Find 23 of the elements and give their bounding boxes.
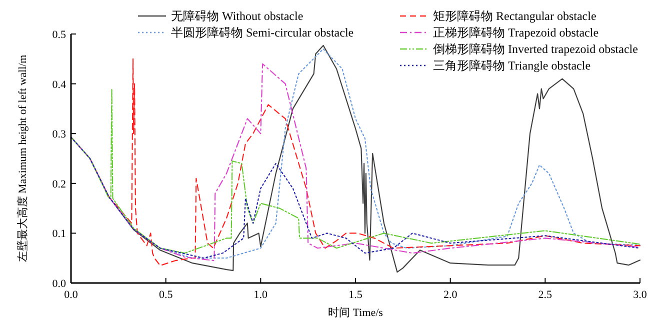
x-axis-title: 时间 Time/s [328,306,383,319]
y-tick-label: 0.5 [52,29,66,41]
y-tick-label: 0.0 [52,278,66,290]
x-tick-label: 0.5 [158,289,174,301]
x-tick-label: 2.0 [443,289,458,301]
x-tick-label: 1.5 [348,289,363,301]
y-tick-label: 0.3 [52,128,66,141]
legend-label: 正梯形障碍物 Trapezoid obstacle [433,26,599,40]
y-tick-label: 0.2 [52,178,66,190]
x-tick-label: 3.0 [633,289,648,301]
line-series [70,88,641,254]
y-tick-label: 0.4 [52,78,66,91]
x-tick-label: 1.0 [254,289,268,301]
legend-label: 矩形障碍物 Rectangular obstacle [433,9,596,23]
y-axis-title: 左壁最大高度 Maximum height of left wall/m [16,54,29,262]
legend-label: 倒梯形障碍物 Inverted trapezoid obstacle [433,42,638,56]
y-tick-label: 0.1 [52,228,66,240]
legend-label: 三角形障碍物 Triangle obstacle [433,58,591,72]
x-tick-label: 2.5 [538,289,553,301]
legend-label: 半圆形障碍物 Semi-circular obstacle [171,26,354,40]
legend-label: 无障碍物 Without obstacle [171,9,304,23]
line-series [70,136,641,259]
x-tick-label: 0.0 [64,289,78,301]
